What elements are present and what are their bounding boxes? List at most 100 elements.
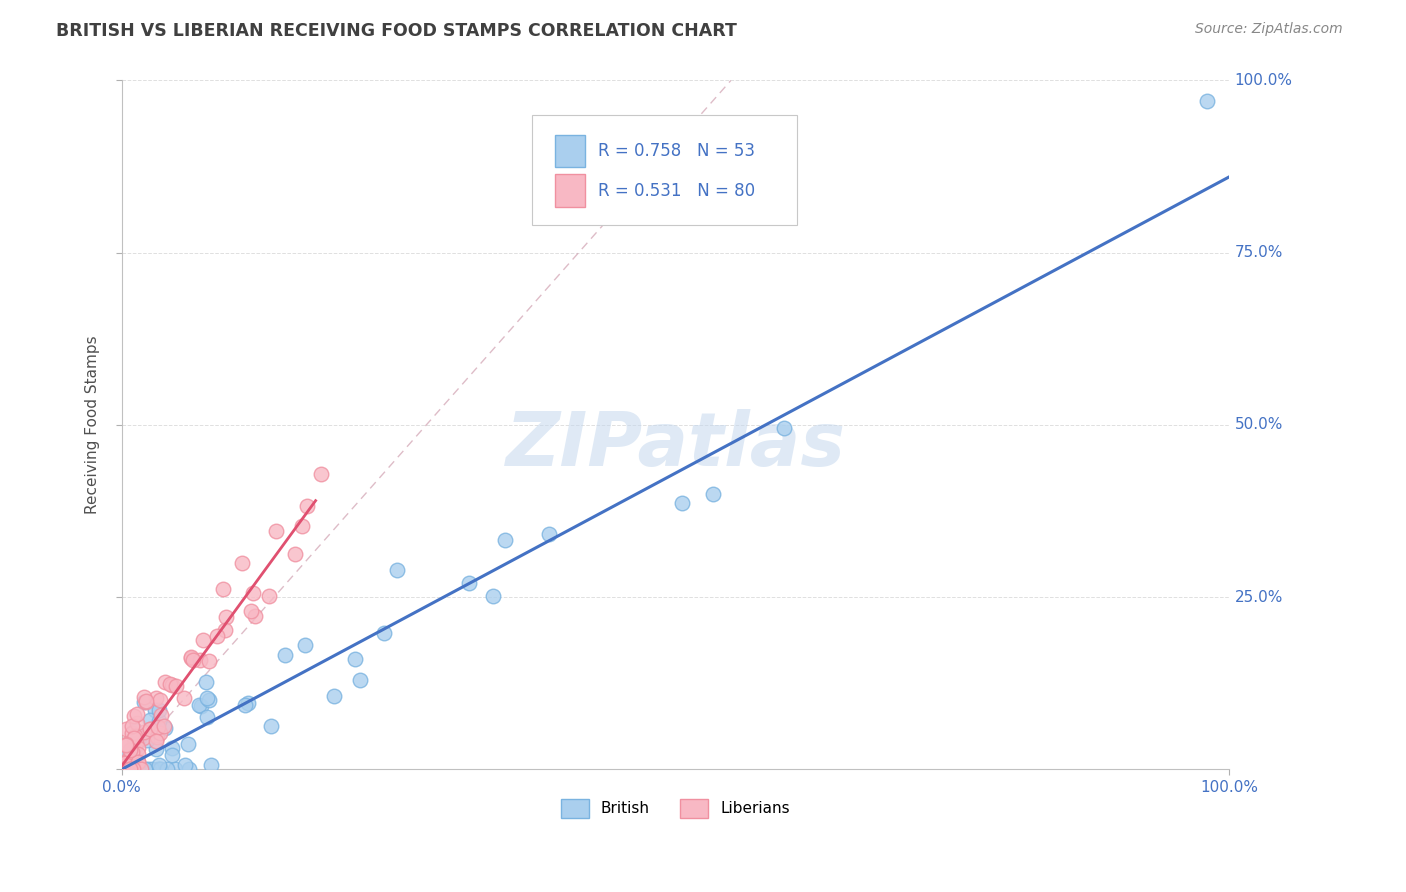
FancyBboxPatch shape xyxy=(555,135,585,168)
Point xyxy=(159,677,181,691)
Text: R = 0.531   N = 80: R = 0.531 N = 80 xyxy=(598,182,755,200)
Point xyxy=(115,762,138,776)
Point xyxy=(120,748,142,763)
Point xyxy=(1195,94,1218,108)
Point xyxy=(112,756,135,771)
Point xyxy=(139,713,162,727)
Point xyxy=(156,762,179,776)
FancyBboxPatch shape xyxy=(531,115,797,225)
Point xyxy=(112,762,135,776)
Point xyxy=(214,623,236,637)
Point xyxy=(155,721,177,735)
Text: Source: ZipAtlas.com: Source: ZipAtlas.com xyxy=(1195,22,1343,37)
Point xyxy=(538,527,561,541)
Point xyxy=(134,762,156,776)
Text: 25.0%: 25.0% xyxy=(1234,590,1284,605)
Point xyxy=(115,762,138,776)
Point xyxy=(128,756,150,770)
Point xyxy=(259,718,281,732)
Point xyxy=(121,739,143,754)
Point xyxy=(121,762,143,776)
Point xyxy=(124,739,146,754)
Point xyxy=(124,729,146,743)
Point xyxy=(145,733,167,747)
Point xyxy=(125,736,148,750)
Point xyxy=(128,762,150,776)
Point xyxy=(127,747,149,762)
Point xyxy=(149,726,172,740)
Point xyxy=(212,582,235,597)
Legend: British, Liberians: British, Liberians xyxy=(555,793,796,823)
Point xyxy=(236,696,259,710)
Point xyxy=(127,755,149,769)
Point xyxy=(122,762,145,776)
Point xyxy=(349,673,371,688)
Point xyxy=(149,707,172,722)
Point xyxy=(128,731,150,746)
Point xyxy=(702,487,724,501)
Text: 75.0%: 75.0% xyxy=(1234,245,1284,260)
Point xyxy=(162,748,184,763)
Point xyxy=(145,742,167,756)
Point xyxy=(134,695,156,709)
Point xyxy=(114,737,136,751)
Point xyxy=(118,751,141,765)
Point xyxy=(323,689,346,703)
Point xyxy=(114,756,136,771)
Point xyxy=(343,652,366,666)
Point xyxy=(127,715,149,730)
Point xyxy=(148,762,170,776)
Point xyxy=(132,731,155,746)
Point xyxy=(135,694,157,708)
Point xyxy=(132,725,155,739)
Point xyxy=(141,762,163,776)
Point xyxy=(215,610,238,624)
Point xyxy=(231,556,253,570)
Point xyxy=(143,703,166,717)
Point xyxy=(124,723,146,737)
Point xyxy=(458,576,481,591)
Point xyxy=(115,745,138,759)
Point xyxy=(297,499,319,513)
Point xyxy=(120,743,142,757)
Point xyxy=(773,421,796,435)
Point xyxy=(671,496,693,510)
Point xyxy=(177,737,200,751)
Point xyxy=(148,714,170,729)
Point xyxy=(373,626,395,640)
Point xyxy=(193,632,215,647)
Point xyxy=(309,467,332,481)
Point xyxy=(111,759,134,773)
Point xyxy=(114,738,136,752)
Point xyxy=(148,757,170,772)
Point xyxy=(115,739,138,753)
Point xyxy=(257,589,280,603)
Point xyxy=(135,695,157,709)
Point xyxy=(124,709,146,723)
Point xyxy=(124,731,146,746)
Point xyxy=(120,762,142,776)
Text: ZIPatlas: ZIPatlas xyxy=(506,409,845,482)
Point xyxy=(148,703,170,717)
Point xyxy=(125,753,148,767)
Point xyxy=(153,675,176,690)
Y-axis label: Receiving Food Stamps: Receiving Food Stamps xyxy=(86,335,100,514)
Point xyxy=(120,762,142,776)
Point xyxy=(198,654,221,668)
Text: 50.0%: 50.0% xyxy=(1234,417,1284,433)
Point xyxy=(173,690,195,705)
Point xyxy=(127,741,149,756)
Text: R = 0.758   N = 53: R = 0.758 N = 53 xyxy=(598,142,755,160)
Point xyxy=(118,742,141,756)
Point xyxy=(188,653,211,667)
Point xyxy=(115,723,138,737)
Point xyxy=(190,699,212,714)
Point xyxy=(112,761,135,775)
Point xyxy=(160,678,183,692)
Point xyxy=(291,519,314,533)
Point xyxy=(264,524,287,539)
Point xyxy=(294,638,316,652)
Point xyxy=(245,608,267,623)
Point xyxy=(115,762,138,776)
Point xyxy=(145,730,167,744)
